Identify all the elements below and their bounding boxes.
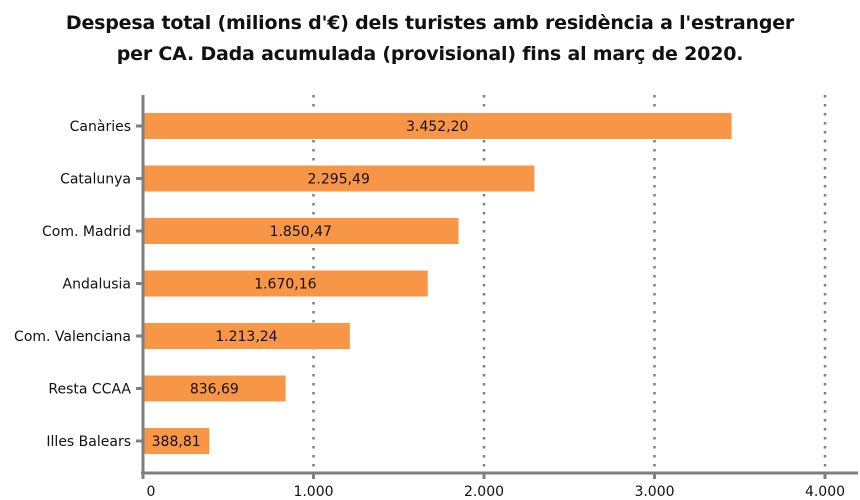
value-label: 836,69 bbox=[190, 382, 239, 398]
category-label: Andalusia bbox=[63, 277, 131, 293]
category-label: Canàries bbox=[70, 119, 131, 135]
category-label: Catalunya bbox=[60, 172, 131, 188]
bar bbox=[143, 218, 459, 244]
x-tick-label: 3.000 bbox=[634, 484, 674, 500]
value-label: 1.213,24 bbox=[215, 329, 277, 345]
category-label: Com. Madrid bbox=[42, 224, 131, 240]
x-tick-label: 0 bbox=[147, 484, 156, 500]
bar bbox=[143, 323, 350, 349]
bar bbox=[143, 113, 732, 139]
chart-title-line-1: Despesa total (milions d'€) dels turiste… bbox=[65, 12, 795, 34]
x-tick-label: 1.000 bbox=[293, 484, 333, 500]
category-label: Com. Valenciana bbox=[14, 329, 131, 345]
axes bbox=[136, 95, 858, 479]
category-label: Illes Balears bbox=[46, 434, 131, 450]
x-tick-label: 2.000 bbox=[464, 484, 504, 500]
value-label: 3.452,20 bbox=[406, 119, 468, 135]
x-tick-label: 4.000 bbox=[805, 484, 845, 500]
bar bbox=[143, 428, 210, 454]
value-label: 388,81 bbox=[152, 434, 201, 450]
chart-title: Despesa total (milions d'€) dels turiste… bbox=[0, 8, 860, 70]
bars bbox=[143, 113, 732, 454]
labels: 3.452,20 Canàries 2.295,49 Catalunya 1.850,4… bbox=[14, 119, 845, 500]
value-label: 1.850,47 bbox=[270, 224, 332, 240]
bar bbox=[143, 270, 428, 297]
bar bbox=[143, 375, 286, 402]
category-label: Resta CCAA bbox=[48, 382, 131, 398]
bar bbox=[143, 165, 535, 192]
value-label: 2.295,49 bbox=[308, 172, 370, 188]
value-label: 1.670,16 bbox=[254, 277, 316, 293]
chart-title-line-2: per CA. Dada acumulada (provisional) fin… bbox=[116, 43, 744, 65]
